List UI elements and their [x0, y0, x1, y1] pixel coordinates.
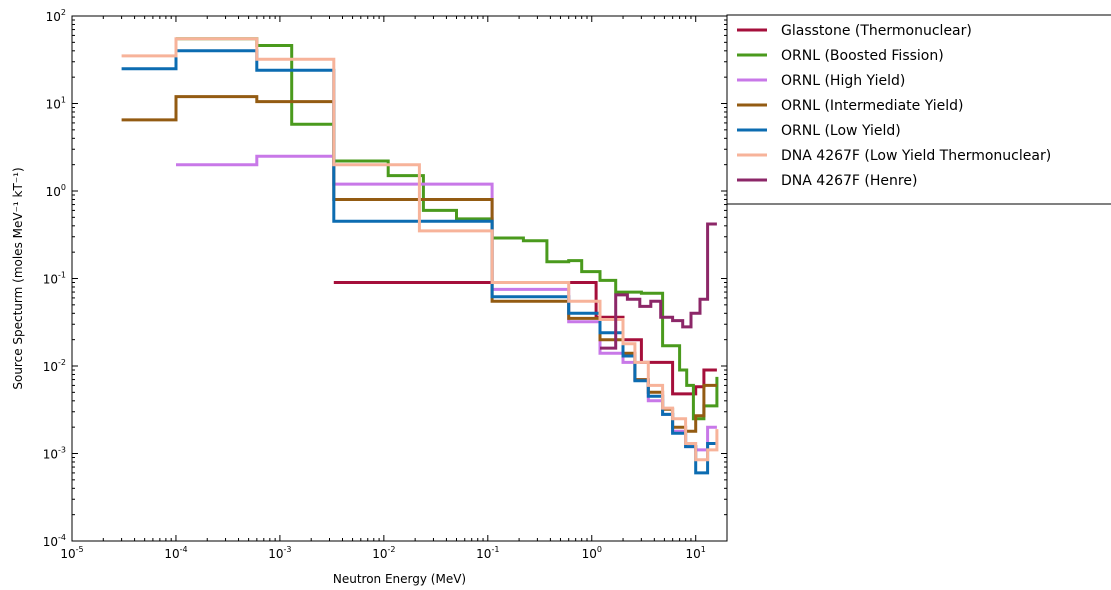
y-tick-label-0: 10-4 — [43, 533, 66, 549]
x-tick-label-5: 100 — [582, 545, 602, 561]
x-tick-label-1: 10-4 — [164, 545, 187, 561]
series-line-5 — [121, 37, 719, 462]
x-axis-label: Neutron Energy (MeV) — [333, 572, 466, 586]
series-line-3 — [121, 95, 717, 433]
y-tick-label-4: 100 — [46, 183, 66, 199]
plot-area-frame — [71, 15, 728, 542]
x-tick-label-3: 10-2 — [372, 545, 395, 561]
series-line-6 — [600, 222, 717, 350]
legend-label-1: ORNL (Boosted Fission) — [781, 48, 944, 64]
series-layer — [121, 37, 719, 475]
y-tick-label-5: 101 — [46, 96, 66, 112]
y-axis: 10-4 10-3 10-2 10-1 100 101 102 — [43, 8, 727, 549]
x-tick-label-0: 10-5 — [60, 545, 83, 561]
x-tick-label-2: 10-3 — [268, 545, 291, 561]
legend-label-5: DNA 4267F (Low Yield Thermonuclear) — [781, 148, 1051, 164]
y-tick-label-2: 10-2 — [43, 358, 66, 374]
series-line-4 — [121, 49, 717, 475]
legend: Glasstone (Thermonuclear) ORNL (Boosted F… — [726, 14, 1111, 205]
legend-label-6: DNA 4267F (Henre) — [781, 173, 917, 189]
legend-label-4: ORNL (Low Yield) — [781, 123, 901, 139]
series-line-1 — [176, 37, 719, 421]
legend-label-0: Glasstone (Thermonuclear) — [781, 23, 972, 39]
legend-frame — [726, 14, 1111, 205]
x-axis: 10-5 10-4 10-3 10-2 10-1 100 101 — [60, 16, 728, 561]
y-tick-label-1: 10-3 — [43, 446, 66, 462]
y-tick-label-6: 102 — [46, 8, 66, 24]
x-tick-label-6: 101 — [686, 545, 706, 561]
legend-label-3: ORNL (Intermediate Yield) — [781, 98, 964, 114]
y-tick-label-3: 10-1 — [43, 271, 66, 287]
x-tick-label-4: 10-1 — [476, 545, 499, 561]
series-line-0 — [333, 281, 717, 396]
legend-label-2: ORNL (High Yield) — [781, 73, 905, 89]
y-axis-label: Source Specturm (moles MeV⁻¹ kT⁻¹) — [11, 167, 25, 389]
